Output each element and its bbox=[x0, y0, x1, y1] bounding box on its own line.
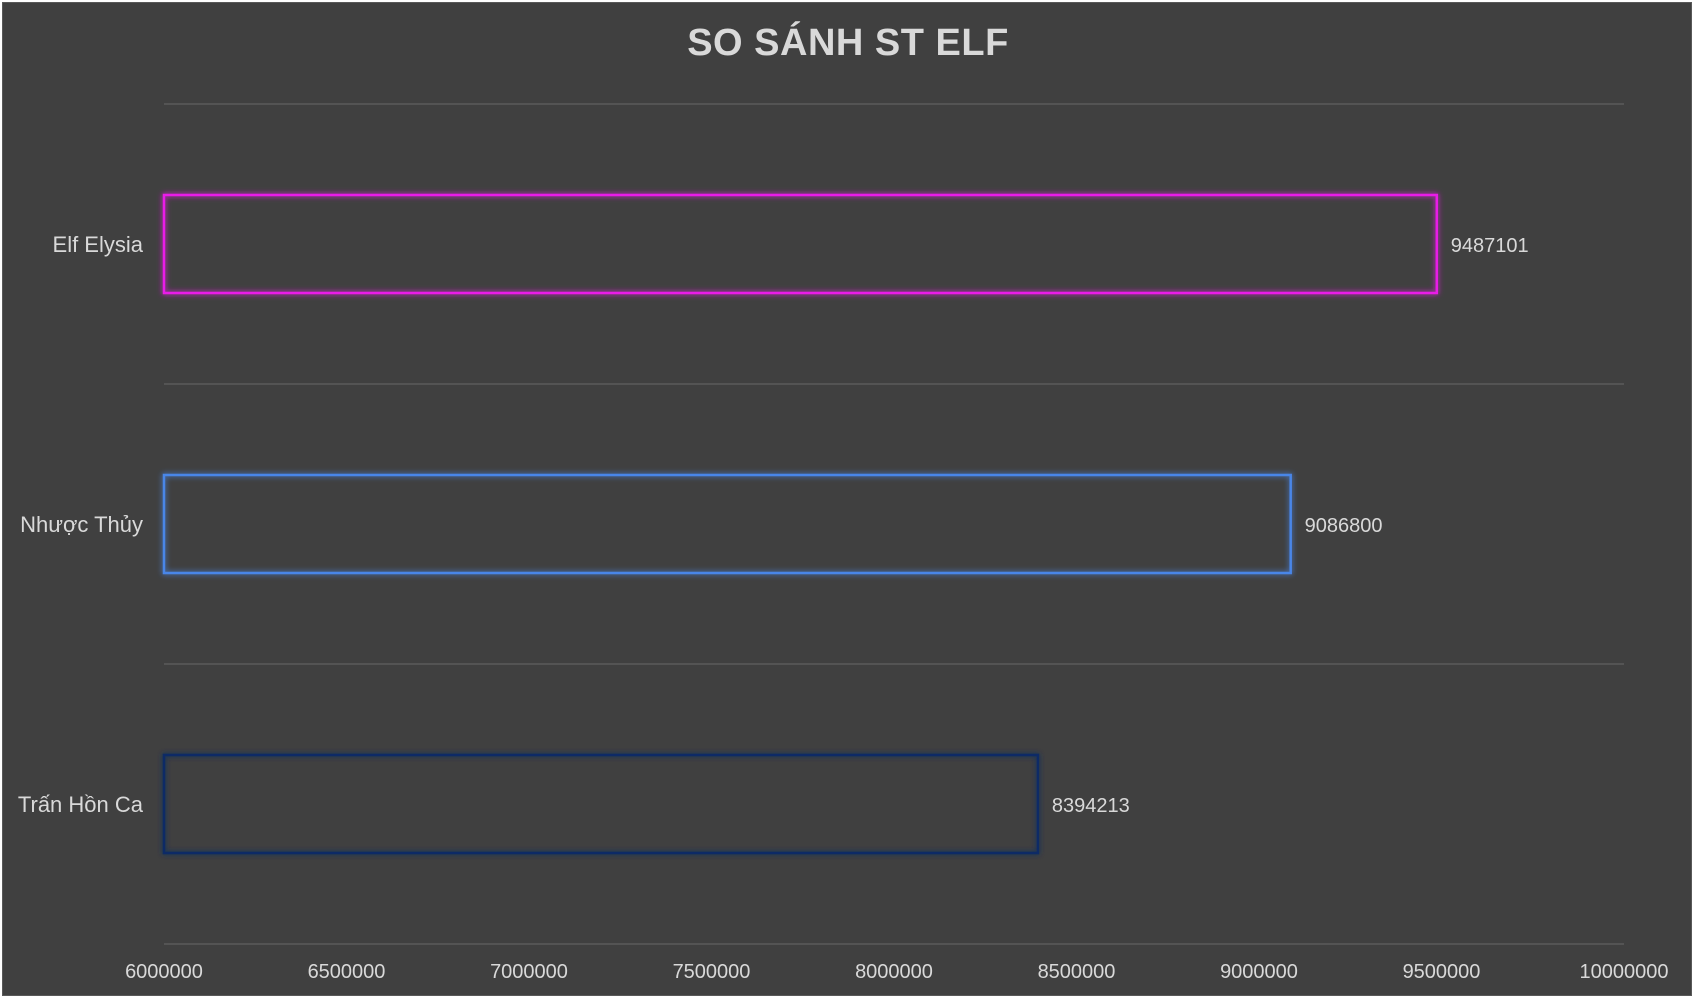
gridlines bbox=[164, 103, 1624, 945]
data-label: 9487101 bbox=[1451, 235, 1529, 257]
bars bbox=[162, 193, 1439, 855]
chart-title: SO SÁNH ST ELF bbox=[687, 22, 1009, 64]
x-tick-label: 6000000 bbox=[125, 961, 203, 983]
bar-trấn-hồn-ca bbox=[162, 753, 1040, 855]
x-tick-label: 6500000 bbox=[308, 961, 386, 983]
x-tick-label: 7000000 bbox=[490, 961, 568, 983]
bar-elf-elysia bbox=[162, 193, 1439, 295]
bar-nhược-thủy bbox=[162, 473, 1292, 575]
category-label: Elf Elysia bbox=[53, 232, 144, 257]
category-labels: Elf Elysia Nhược Thủy Trấn Hồn Ca bbox=[18, 232, 144, 817]
data-label: 8394213 bbox=[1052, 795, 1130, 817]
data-labels: 9487101 9086800 8394213 bbox=[1052, 235, 1529, 817]
x-tick-label: 8000000 bbox=[855, 961, 933, 983]
data-label: 9086800 bbox=[1305, 515, 1383, 537]
x-tick-label: 9500000 bbox=[1403, 961, 1481, 983]
x-tick-label: 10000000 bbox=[1580, 961, 1669, 983]
x-tick-label: 7500000 bbox=[673, 961, 751, 983]
category-label: Trấn Hồn Ca bbox=[18, 792, 144, 817]
x-tick-label: 8500000 bbox=[1038, 961, 1116, 983]
category-label: Nhược Thủy bbox=[20, 512, 143, 537]
x-tick-label: 9000000 bbox=[1220, 961, 1298, 983]
x-axis-tick-labels: 6000000 6500000 7000000 7500000 8000000 85000… bbox=[125, 961, 1668, 983]
